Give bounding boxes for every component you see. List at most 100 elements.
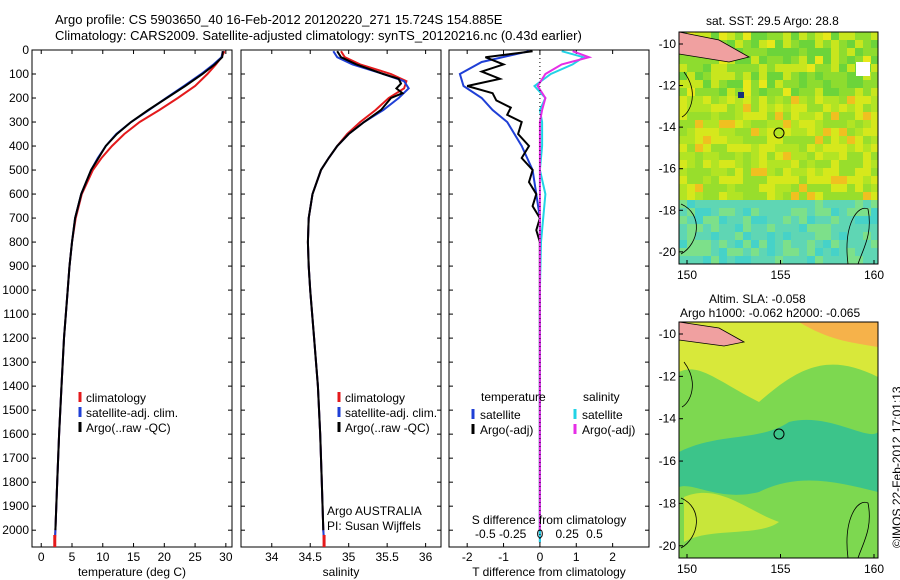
sst-cell <box>719 144 727 152</box>
map-x-tick-label: 150 <box>677 562 697 576</box>
sst-cell <box>839 112 847 120</box>
sst-cell <box>807 208 815 216</box>
sst-cell <box>687 104 695 112</box>
sst-cell <box>783 192 791 200</box>
sst-cell <box>727 184 735 192</box>
map-y-tick-label: -14 <box>659 120 677 134</box>
x-tick-label-secondary: 0.25 <box>556 527 580 541</box>
sst-cell <box>815 224 823 232</box>
sst-cell <box>735 56 743 64</box>
sst-cell <box>863 208 871 216</box>
sst-cell <box>775 88 783 96</box>
legend-label: climatology <box>345 391 405 405</box>
land-shape <box>679 32 751 63</box>
y-tick-label: 2000 <box>2 523 29 537</box>
sst-cell <box>727 64 735 72</box>
sst-cell <box>823 128 831 136</box>
x-tick-label: 36 <box>419 550 433 564</box>
sst-cell <box>863 192 871 200</box>
sst-cell <box>759 256 767 264</box>
sst-cell <box>871 192 878 200</box>
sst-cell <box>751 64 759 72</box>
sst-cell <box>703 136 711 144</box>
sst-cell <box>679 80 687 88</box>
sst-cell <box>703 232 711 240</box>
sst-cell <box>823 120 831 128</box>
sst-cell <box>775 32 783 40</box>
sst-cell <box>831 72 839 80</box>
sst-cell <box>815 176 823 184</box>
sst-cell <box>783 48 791 56</box>
y-tick-label: 1000 <box>2 283 29 297</box>
sst-cell <box>751 232 759 240</box>
bathymetry-contour <box>681 361 693 408</box>
sst-cell <box>703 200 711 208</box>
sst-cell <box>855 48 863 56</box>
sst-cell <box>687 160 695 168</box>
sst-cell <box>815 56 823 64</box>
sst-cell <box>743 56 751 64</box>
sst-cell <box>711 104 719 112</box>
sst-cell <box>719 200 727 208</box>
sst-cell <box>847 168 855 176</box>
legend-label: satellite-adj. clim. <box>86 406 178 420</box>
sst-cell <box>831 144 839 152</box>
panel-frame <box>240 49 442 548</box>
map-y-tick-label: -10 <box>659 327 677 341</box>
sst-cell <box>783 144 791 152</box>
sst-cell <box>727 160 735 168</box>
sst-cell <box>687 144 695 152</box>
sst-cell <box>791 64 799 72</box>
sst-cell <box>775 104 783 112</box>
sst-cell <box>847 256 855 264</box>
sst-cell <box>847 248 855 256</box>
bathymetry-contour <box>846 501 870 558</box>
sst-cell <box>823 152 831 160</box>
sst-cell <box>807 48 815 56</box>
sst-cell <box>695 104 703 112</box>
sst-cell <box>871 112 878 120</box>
sst-cell <box>679 176 687 184</box>
legend-label: Argo(-adj) <box>582 423 635 437</box>
sst-cell <box>727 248 735 256</box>
sst-cell <box>807 144 815 152</box>
sst-cell <box>815 184 823 192</box>
sst-cell <box>719 104 727 112</box>
sst-cell <box>735 192 743 200</box>
sst-cell <box>863 176 871 184</box>
sst-cell <box>759 104 767 112</box>
sst-cell <box>751 136 759 144</box>
sst-cell <box>743 80 751 88</box>
sst-cell <box>807 240 815 248</box>
sst-cell <box>767 128 775 136</box>
sst-cell <box>719 72 727 80</box>
map-y-tick-label: -10 <box>659 37 677 51</box>
bathymetry-contour <box>681 71 693 118</box>
y-tick-label: 500 <box>9 163 29 177</box>
sst-cell <box>783 256 791 264</box>
sst-cell <box>847 80 855 88</box>
sst-cell <box>703 152 711 160</box>
sst-cell <box>847 192 855 200</box>
x-tick-label: 34 <box>265 550 279 564</box>
sst-cell <box>823 88 831 96</box>
sst-cell <box>791 80 799 88</box>
sst-cell <box>679 160 687 168</box>
legend-label: satellite-adj. clim. <box>345 406 437 420</box>
sst-cell <box>695 240 703 248</box>
series-line-climatology <box>306 50 408 543</box>
sst-cell <box>767 88 775 96</box>
sst-cell <box>711 112 719 120</box>
annotation-line: PI: Susan Wijffels <box>327 519 421 533</box>
sst-cell <box>815 168 823 176</box>
sst-cell <box>687 80 695 88</box>
sst-cell <box>719 168 727 176</box>
sst-cell <box>783 200 791 208</box>
sst-cell <box>839 56 847 64</box>
sst-cell <box>863 40 871 48</box>
sst-cell <box>727 224 735 232</box>
sst-cell <box>695 176 703 184</box>
legend-title: salinity <box>583 390 620 404</box>
sst-cell <box>807 176 815 184</box>
sst-cell <box>847 64 855 72</box>
